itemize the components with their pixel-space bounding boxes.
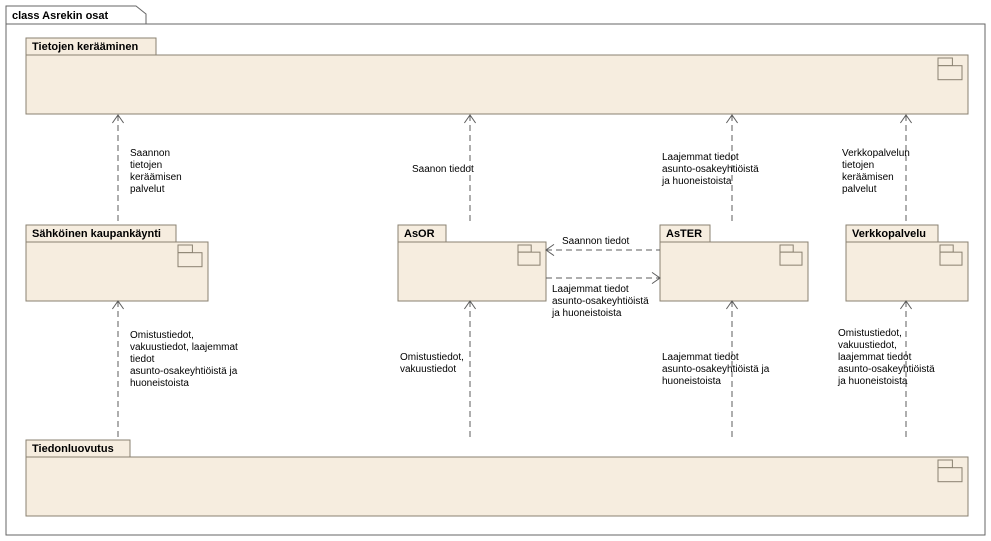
edge-e1-label-line-1: tietojen [130, 160, 162, 171]
edge-e9-label-line-1: asunto-osakeyhtiöistä ja [662, 364, 770, 375]
edge-e3-label-line-2: ja huoneistoista [661, 176, 732, 187]
edge-e4-label-line-3: palvelut [842, 184, 877, 195]
edge-e1-label-line-2: keräämisen [130, 172, 182, 183]
edge-e10-label-line-4: ja huoneistoista [837, 376, 908, 387]
edge-e8-label-line-0: Omistustiedot, [400, 352, 464, 363]
package-tietojen-title: Tietojen kerääminen [32, 41, 138, 53]
edge-e10-label-line-2: laajemmat tiedot [838, 352, 912, 363]
edge-e4-label-line-2: keräämisen [842, 172, 894, 183]
edge-e5-label-line-0: Saannon tiedot [562, 236, 630, 247]
package-verkkopalvelu-title: Verkkopalvelu [852, 228, 926, 240]
package-sahkoinen-title: Sähköinen kaupankäynti [32, 228, 161, 240]
edge-e4-label-line-1: tietojen [842, 160, 874, 171]
edge-e3-label-line-1: asunto-osakeyhtiöistä [662, 164, 759, 175]
edge-e10-label-line-1: vakuustiedot, [838, 340, 897, 351]
edge-e7-label-line-4: huoneistoista [130, 378, 189, 389]
edge-e8-label-line-1: vakuustiedot [400, 364, 456, 375]
edge-e7-label-line-0: Omistustiedot, [130, 330, 194, 341]
edge-e7-label-line-3: asunto-osakeyhtiöistä ja [130, 366, 238, 377]
package-tiedonluovutus-title: Tiedonluovutus [32, 443, 114, 455]
package-asor-title: AsOR [404, 228, 435, 240]
edge-e6-label-line-1: asunto-osakeyhtiöistä [552, 296, 649, 307]
edge-e1-label-line-3: palvelut [130, 184, 165, 195]
edge-e9-label-line-0: Laajemmat tiedot [662, 352, 739, 363]
outer-frame-title: class Asrekin osat [12, 10, 109, 22]
edge-e4-label-line-0: Verkkopalvelun [842, 148, 910, 159]
edge-e7-label-line-1: vakuustiedot, laajemmat [130, 342, 238, 353]
edge-e6-label-line-0: Laajemmat tiedot [552, 284, 629, 295]
diagram-canvas: class Asrekin osat Tietojen kerääminen Säh… [0, 0, 991, 541]
edge-e10-label-line-0: Omistustiedot, [838, 328, 902, 339]
edge-e1-label-line-0: Saannon [130, 148, 170, 159]
edge-e3-label-line-0: Laajemmat tiedot [662, 152, 739, 163]
package-aster-title: AsTER [666, 228, 702, 240]
edge-e10-label-line-3: asunto-osakeyhtiöistä [838, 364, 935, 375]
edge-e9-label-line-2: huoneistoista [662, 376, 721, 387]
edge-e2-label-line-0: Saanon tiedot [412, 164, 474, 175]
edge-e7-label-line-2: tiedot [130, 354, 155, 365]
edge-e6-label-line-2: ja huoneistoista [551, 308, 622, 319]
